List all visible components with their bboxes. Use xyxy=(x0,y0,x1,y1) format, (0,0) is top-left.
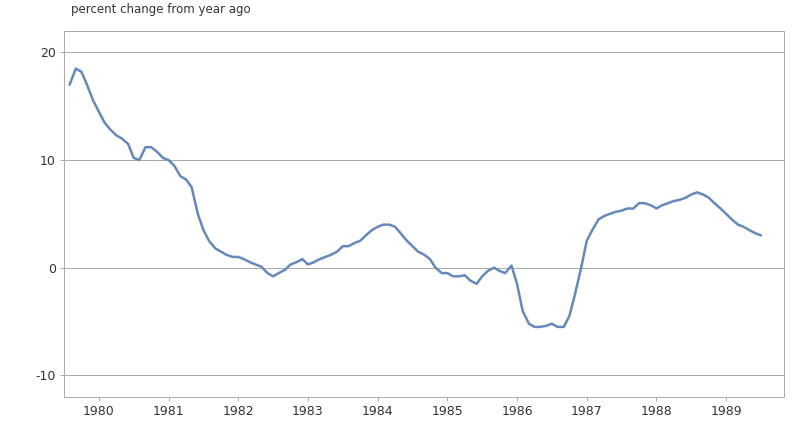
Text: percent change from year ago: percent change from year ago xyxy=(71,3,251,16)
